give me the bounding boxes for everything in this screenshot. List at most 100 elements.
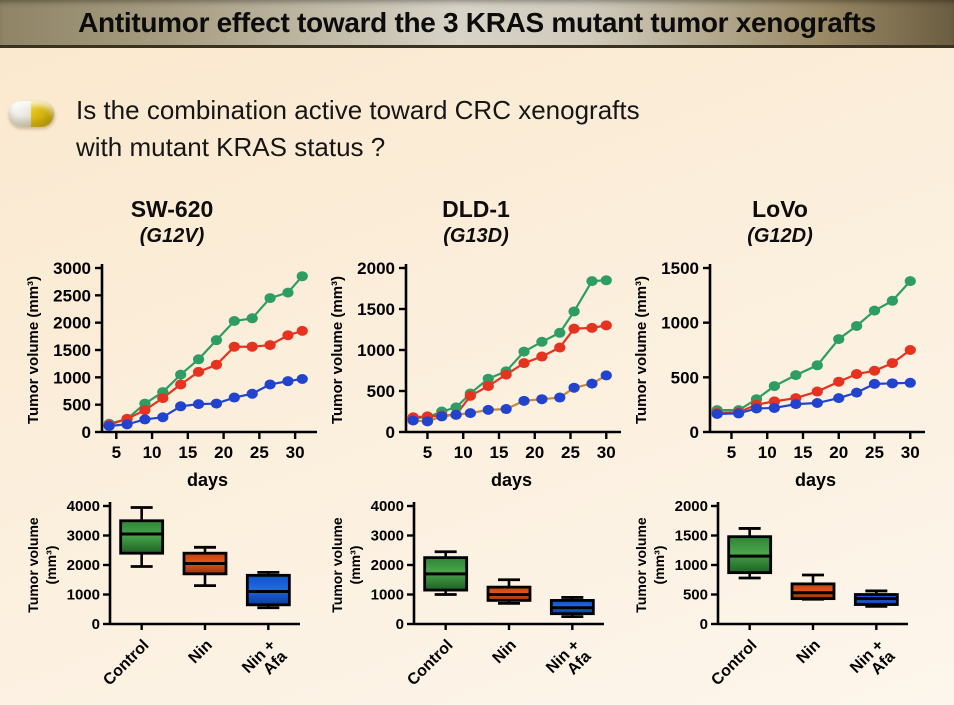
svg-text:1000: 1000	[661, 314, 699, 333]
svg-text:3000: 3000	[371, 528, 404, 545]
svg-text:Nin: Nin	[794, 637, 824, 667]
svg-text:days: days	[187, 470, 228, 490]
column-sw620: SW-620 (G12V) 0 500 1000 1500 2000 2500 3000 5 1…	[22, 196, 322, 694]
svg-text:1000: 1000	[53, 368, 91, 387]
slide-title: Antitumor effect toward the 3 KRAS mutan…	[78, 6, 876, 38]
cell-line-name: LoVo	[752, 196, 808, 222]
svg-text:0: 0	[700, 616, 708, 633]
box-plot-sw620: 0 1000 2000 3000 4000 Tumor volume (mm³) Contro…	[22, 494, 322, 694]
question-block: Is the combination active toward CRC xen…	[8, 92, 640, 166]
svg-text:1500: 1500	[357, 300, 395, 319]
box-plot-svg-lovo: 0 500 1000 1500 2000 Tumor volume (mm³) Control…	[633, 498, 908, 689]
svg-text:3000: 3000	[67, 528, 100, 545]
svg-text:Nin +Afa: Nin +Afa	[239, 637, 290, 688]
svg-text:Tumor volume: Tumor volume	[633, 517, 649, 613]
line-chart-svg-sw620: 0 500 1000 1500 2000 2500 3000 5 10 15 20 25 30 Tumor…	[25, 259, 317, 490]
svg-text:1000: 1000	[675, 557, 708, 574]
svg-text:1000: 1000	[67, 587, 100, 604]
box-plot-lovo: 0 500 1000 1500 2000 Tumor volume (mm³) Control…	[630, 494, 930, 694]
line-chart-svg-lovo: 0 500 1000 1500 5 10 15 20 25 30 Tumor volume (mm³…	[633, 259, 925, 490]
svg-text:days: days	[795, 470, 836, 490]
svg-text:10: 10	[758, 443, 777, 462]
kras-mutation: (G12D)	[747, 225, 813, 247]
svg-text:Tumor volume (mm³): Tumor volume (mm³)	[633, 276, 650, 424]
svg-text:15: 15	[490, 443, 509, 462]
svg-text:Nin +Afa: Nin +Afa	[847, 637, 898, 688]
svg-text:0: 0	[396, 616, 404, 633]
svg-text:500: 500	[63, 396, 91, 415]
kras-mutation: (G13D)	[443, 225, 509, 247]
svg-text:Tumor volume (mm³): Tumor volume (mm³)	[329, 276, 346, 424]
cell-line-name: DLD-1	[442, 196, 510, 222]
svg-text:30: 30	[286, 443, 305, 462]
line-chart-dld1: 0 500 1000 1500 2000 5 10 15 20 25 30 Tumor volume …	[326, 252, 626, 494]
svg-text:5: 5	[423, 443, 432, 462]
svg-text:1500: 1500	[661, 259, 699, 278]
box-plot-dld1: 0 1000 2000 3000 4000 Tumor volume (mm³) Contro…	[326, 494, 626, 694]
svg-text:15: 15	[178, 443, 197, 462]
chart-columns: SW-620 (G12V) 0 500 1000 1500 2000 2500 3000 5 1…	[22, 196, 930, 694]
svg-text:30: 30	[597, 443, 616, 462]
svg-text:5: 5	[727, 443, 736, 462]
svg-text:30: 30	[901, 443, 920, 462]
svg-text:Nin: Nin	[186, 637, 216, 667]
svg-text:0: 0	[386, 423, 395, 442]
svg-text:500: 500	[671, 368, 699, 387]
svg-text:Control: Control	[708, 637, 760, 689]
svg-text:10: 10	[454, 443, 473, 462]
svg-text:5: 5	[112, 443, 121, 462]
svg-text:2000: 2000	[357, 259, 395, 278]
svg-text:Control: Control	[100, 637, 152, 689]
svg-text:15: 15	[794, 443, 813, 462]
box-plot-svg-sw620: 0 1000 2000 3000 4000 Tumor volume (mm³) Contro…	[25, 498, 300, 689]
line-chart-sw620: 0 500 1000 1500 2000 2500 3000 5 10 15 20 25 30 Tumor…	[22, 252, 322, 494]
svg-text:(mm³): (mm³)	[347, 546, 363, 585]
svg-text:20: 20	[214, 443, 233, 462]
svg-text:20: 20	[829, 443, 848, 462]
kras-mutation: (G12V)	[139, 225, 205, 247]
svg-text:2000: 2000	[371, 557, 404, 574]
column-header-dld1: DLD-1 (G13D)	[326, 196, 626, 252]
svg-text:1000: 1000	[371, 587, 404, 604]
question-line-2: with mutant KRAS status ?	[76, 132, 386, 162]
svg-text:Tumor volume: Tumor volume	[25, 517, 41, 613]
column-lovo: LoVo (G12D) 0 500 1000 1500 5 10 15 20 25 30 Tumor…	[630, 196, 930, 694]
svg-text:1500: 1500	[53, 341, 91, 360]
svg-text:0: 0	[690, 423, 699, 442]
svg-text:20: 20	[525, 443, 544, 462]
box-plot-svg-dld1: 0 1000 2000 3000 4000 Tumor volume (mm³) Contro…	[329, 498, 604, 689]
svg-text:1500: 1500	[675, 528, 708, 545]
svg-text:0: 0	[92, 616, 100, 633]
svg-text:0: 0	[82, 423, 91, 442]
title-bar: Antitumor effect toward the 3 KRAS mutan…	[0, 0, 954, 48]
svg-text:25: 25	[250, 443, 269, 462]
svg-text:3000: 3000	[53, 259, 91, 278]
svg-text:1000: 1000	[357, 341, 395, 360]
column-header-lovo: LoVo (G12D)	[630, 196, 930, 252]
column-header-sw620: SW-620 (G12V)	[22, 196, 322, 252]
svg-text:500: 500	[683, 587, 708, 604]
cell-line-name: SW-620	[130, 196, 214, 222]
svg-text:Nin: Nin	[490, 637, 520, 667]
svg-text:25: 25	[865, 443, 884, 462]
svg-text:25: 25	[561, 443, 580, 462]
svg-text:500: 500	[367, 382, 395, 401]
line-chart-svg-dld1: 0 500 1000 1500 2000 5 10 15 20 25 30 Tumor volume …	[329, 259, 621, 490]
svg-text:10: 10	[143, 443, 162, 462]
svg-text:4000: 4000	[371, 498, 404, 515]
svg-text:Control: Control	[404, 637, 456, 689]
question-line-1: Is the combination active toward CRC xen…	[76, 95, 640, 125]
svg-text:days: days	[491, 470, 532, 490]
question-text: Is the combination active toward CRC xen…	[76, 92, 640, 166]
svg-text:Tumor volume (mm³): Tumor volume (mm³)	[25, 276, 42, 424]
svg-text:Tumor volume: Tumor volume	[329, 517, 345, 613]
svg-text:(mm³): (mm³)	[651, 546, 667, 585]
svg-text:4000: 4000	[67, 498, 100, 515]
svg-text:2000: 2000	[53, 314, 91, 333]
svg-text:Nin +Afa: Nin +Afa	[543, 637, 594, 688]
line-chart-lovo: 0 500 1000 1500 5 10 15 20 25 30 Tumor volume (mm³…	[630, 252, 930, 494]
svg-text:2000: 2000	[675, 498, 708, 515]
svg-text:2500: 2500	[53, 286, 91, 305]
pill-icon	[8, 101, 54, 127]
